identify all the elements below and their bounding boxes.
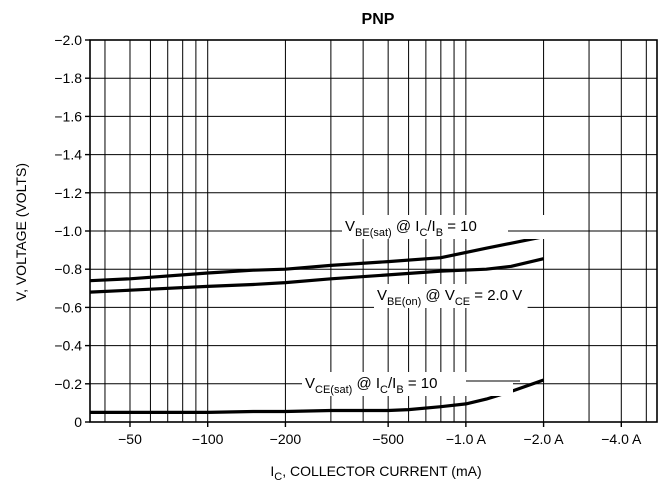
series-label-background (342, 215, 553, 239)
y-tick-label: −2.0 (54, 32, 82, 48)
y-tick-label: −1.8 (54, 70, 82, 86)
y-tick-label: −1.6 (54, 108, 82, 124)
x-axis-label: IC, COLLECTOR CURRENT (mA) (270, 463, 481, 483)
y-tick-label: −0.4 (54, 338, 82, 354)
y-tick-label: −1.0 (54, 223, 82, 239)
y-tick-label: −0.2 (54, 376, 82, 392)
series-line (89, 235, 544, 283)
series-group (89, 235, 545, 414)
series-label: VBE(sat) @ IC/IB = 10 (345, 218, 477, 239)
series-label: VCE(sat) @ IC/IB = 10 (305, 375, 437, 396)
x-axis-label-main: I (270, 463, 274, 479)
y-tick-label: 0 (74, 414, 82, 430)
series-line (89, 257, 544, 294)
x-tick-label: −500 (372, 431, 404, 447)
series-label-background (374, 284, 528, 308)
x-tick-label: −4.0 A (601, 431, 642, 447)
x-tick-label: −1.0 A (446, 431, 487, 447)
y-axis-ticks: 0 −0.2 −0.4 −0.6 −0.8 −1.0 −1.2 −1.4 −1.6 −1.8 −2.… (54, 32, 90, 430)
series-label-background (302, 372, 513, 396)
x-tick-label: −100 (192, 431, 224, 447)
y-tick-label: −0.8 (54, 261, 82, 277)
y-tick-label: −0.6 (54, 299, 82, 315)
y-tick-label: −1.2 (54, 185, 82, 201)
x-axis-label-sub: C (274, 471, 282, 483)
x-tick-label: −50 (118, 431, 142, 447)
x-axis-label-rest: , COLLECTOR CURRENT (mA) (282, 463, 481, 479)
x-tick-label: −2.0 A (524, 431, 565, 447)
series-labels: VBE(sat) @ IC/IB = 10 VBE(on) @ VCE = 2.0… (302, 215, 555, 396)
x-axis-ticks: −50 −100 −200 −500 −1.0 A −2.0 A −4.0 A (118, 422, 642, 447)
x-tick-label: −200 (270, 431, 302, 447)
y-axis-label: V, VOLTAGE (VOLTS) (13, 163, 29, 301)
y-tick-label: −1.4 (54, 147, 82, 163)
chart-title: PNP (362, 11, 395, 28)
series-label: VBE(on) @ VCE = 2.0 V (377, 287, 522, 308)
series-line (90, 378, 545, 414)
